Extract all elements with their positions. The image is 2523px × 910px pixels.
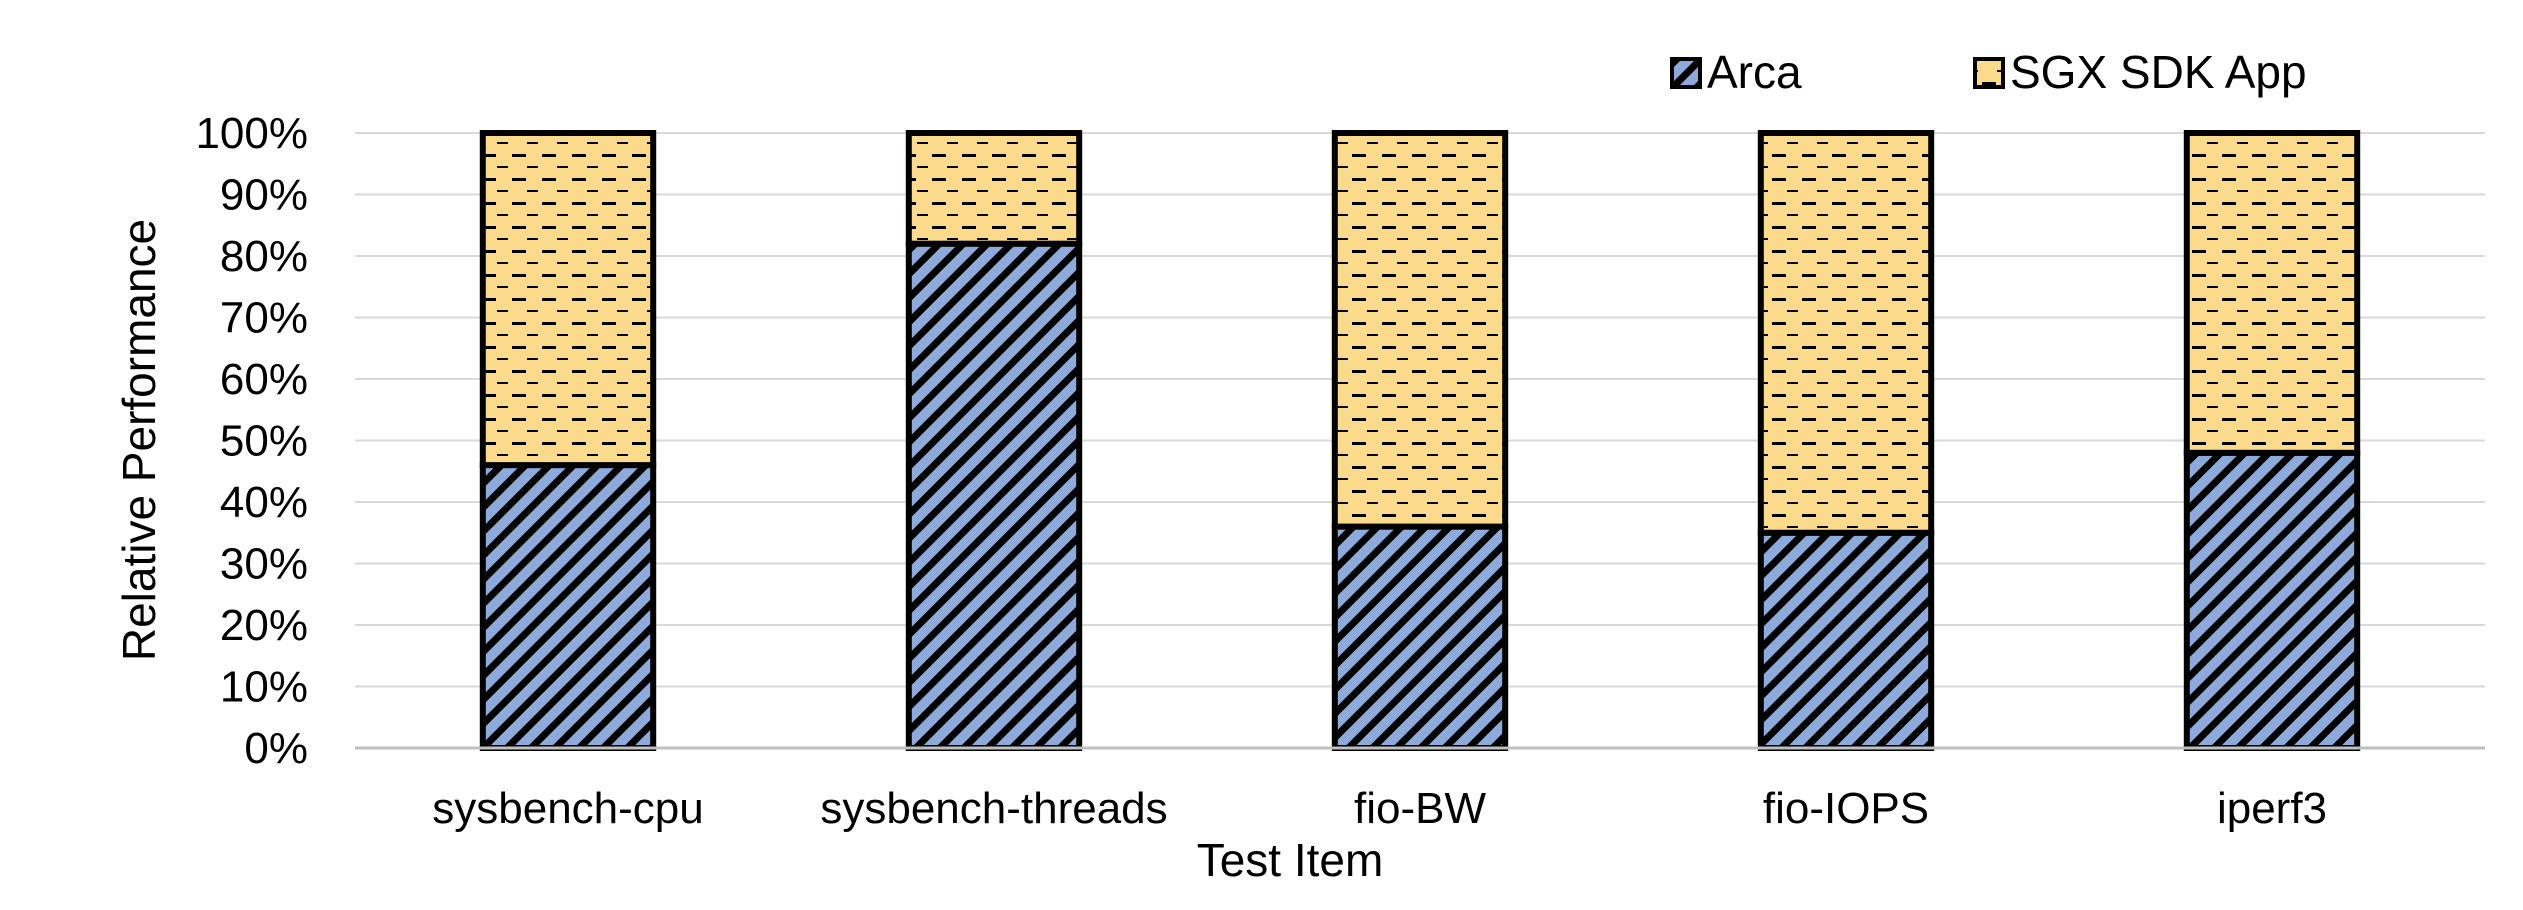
x-tick-label: sysbench-threads — [820, 784, 1167, 833]
x-axis-title: Test Item — [1197, 834, 1384, 886]
y-axis-title: Relative Performance — [113, 219, 165, 661]
bar-arca-iperf3 — [2183, 449, 2361, 751]
y-tick-label: 0% — [244, 724, 308, 773]
y-tick-label: 70% — [220, 294, 308, 343]
y-tick-label: 60% — [220, 355, 308, 404]
bar-sgx-sdk-app-iperf3 — [2183, 130, 2361, 456]
legend-label-sgx-sdk-app: SGX SDK App — [2010, 46, 2307, 98]
x-tick-label: fio-IOPS — [1763, 784, 1929, 833]
y-tick-label: 90% — [220, 171, 308, 220]
bar-sgx-sdk-app-fio-IOPS — [1757, 130, 1935, 536]
y-tick-label: 10% — [220, 663, 308, 712]
x-tick-label: iperf3 — [2217, 784, 2327, 833]
x-tick-label: fio-BW — [1354, 784, 1486, 833]
x-tick-label: sysbench-cpu — [432, 784, 703, 833]
y-axis-tick-labels: 0% 10% 20% 30% 40% 50% 60% 70% 80% 90% 100% — [195, 109, 308, 773]
bar-arca-sysbench-threads — [905, 240, 1083, 751]
bar-arca-fio-BW — [1331, 523, 1509, 751]
bar-sgx-sdk-app-sysbench-threads — [905, 130, 1083, 247]
bar-arca-sysbench-cpu — [479, 462, 657, 751]
x-axis-tick-labels: sysbench-cpu sysbench-threads fio-BW fio-IO… — [432, 784, 2327, 833]
y-tick-label: 50% — [220, 417, 308, 466]
bar-sgx-sdk-app-sysbench-cpu — [479, 130, 657, 469]
legend-label-arca: Arca — [1707, 46, 1802, 98]
bar-arca-fio-IOPS — [1757, 529, 1935, 751]
legend-swatch-sgx-sdk-app — [1973, 57, 2005, 89]
y-tick-label: 40% — [220, 478, 308, 527]
y-tick-label: 80% — [220, 232, 308, 281]
y-tick-label: 30% — [220, 540, 308, 589]
legend: Arca SGX SDK App — [1670, 46, 2307, 98]
y-tick-label: 20% — [220, 601, 308, 650]
bar-sgx-sdk-app-fio-BW — [1331, 130, 1509, 530]
legend-swatch-arca — [1670, 57, 1702, 89]
y-tick-label: 100% — [195, 109, 308, 158]
